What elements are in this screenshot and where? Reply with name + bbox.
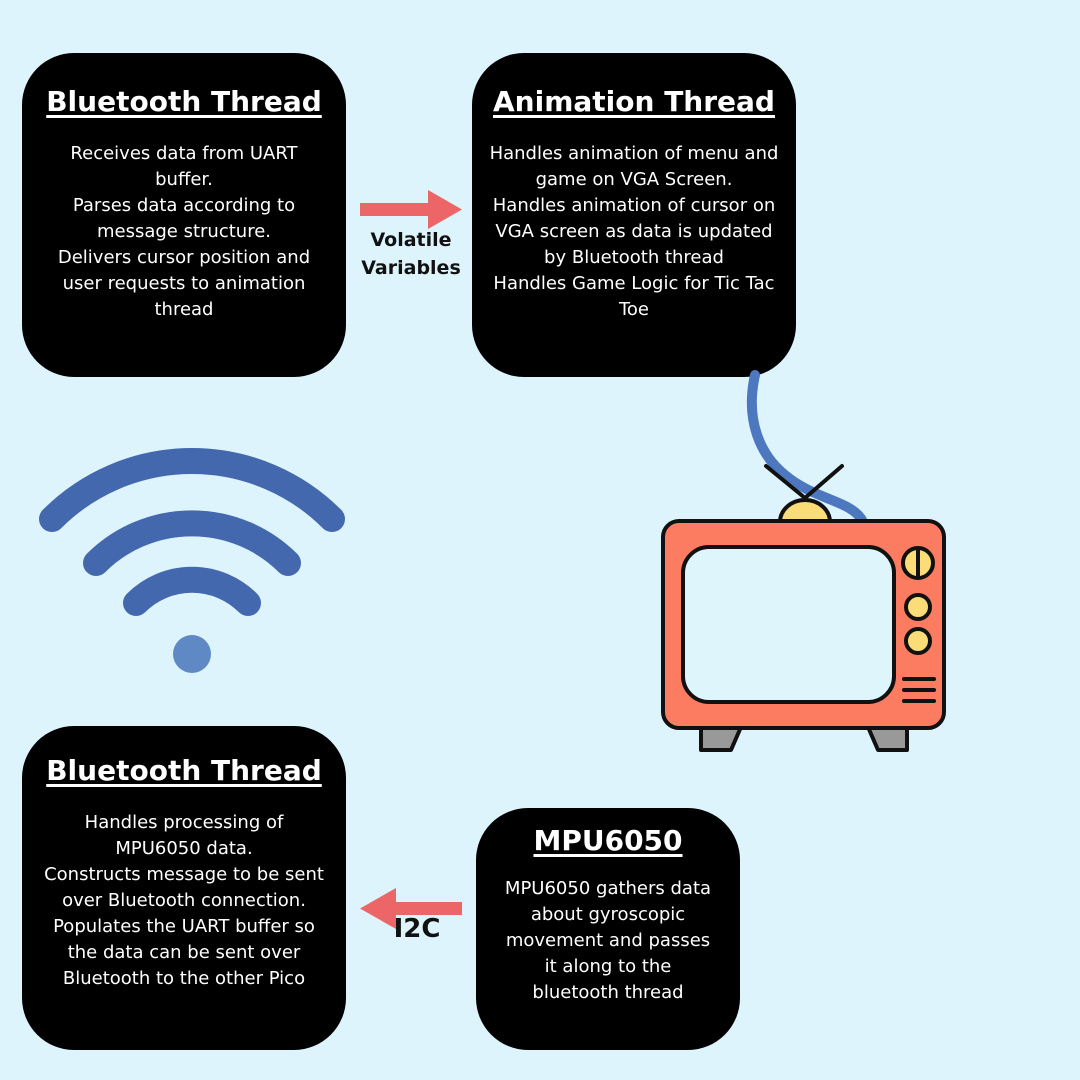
description-line: it along to the bbox=[544, 956, 672, 977]
description-line: Handles processing of bbox=[84, 812, 284, 833]
description-line: MPU6050 data. bbox=[115, 838, 253, 859]
arrow-right-icon bbox=[360, 190, 462, 229]
description-line: Handles animation of cursor on bbox=[492, 195, 776, 216]
description-line: game on VGA Screen. bbox=[535, 169, 733, 190]
card-title: MPU6050 bbox=[533, 824, 683, 857]
description-line: user requests to animation bbox=[62, 273, 306, 294]
description-line: Receives data from UART bbox=[70, 143, 298, 164]
label-line: Volatile bbox=[370, 229, 452, 251]
label-line: Variables bbox=[361, 257, 461, 279]
mpu6050-card: MPU6050 MPU6050 gathers data about gyros… bbox=[476, 808, 740, 1050]
card-description: Receives data from UART buffer. Parses d… bbox=[22, 141, 346, 323]
bluetooth-thread-card-bottom: Bluetooth Thread Handles processing of M… bbox=[22, 726, 346, 1050]
description-line: Handles animation of menu and bbox=[489, 143, 779, 164]
card-description: Handles animation of menu and game on VG… bbox=[472, 141, 796, 323]
arrow-left-icon bbox=[360, 888, 462, 929]
card-title: Bluetooth Thread bbox=[46, 85, 322, 118]
description-line: about gyroscopic bbox=[530, 904, 686, 925]
i2c-label: I2C bbox=[393, 914, 441, 944]
description-line: Parses data according to bbox=[72, 195, 296, 216]
description-line: Constructs message to be sent bbox=[44, 864, 324, 885]
description-line: Toe bbox=[618, 299, 650, 320]
wifi-icon bbox=[39, 448, 345, 673]
card-description: MPU6050 gathers data about gyroscopic mo… bbox=[476, 876, 740, 1006]
cable bbox=[746, 370, 867, 525]
card-description: Handles processing of MPU6050 data. Cons… bbox=[22, 810, 346, 992]
description-line: Handles Game Logic for Tic Tac bbox=[493, 273, 775, 294]
description-line: Delivers cursor position and bbox=[57, 247, 311, 268]
description-line: movement and passes bbox=[505, 930, 711, 951]
volatile-variables-label: Volatile Variables bbox=[356, 226, 466, 282]
description-line: the data can be sent over bbox=[67, 942, 301, 963]
description-line: VGA screen as data is updated bbox=[495, 221, 773, 242]
card-title: Animation Thread bbox=[493, 85, 775, 118]
tv-icon bbox=[661, 464, 946, 752]
description-line: Bluetooth to the other Pico bbox=[62, 968, 306, 989]
description-line: thread bbox=[154, 299, 214, 320]
bluetooth-thread-card-top: Bluetooth Thread Receives data from UART… bbox=[22, 53, 346, 377]
description-line: message structure. bbox=[96, 221, 272, 242]
description-line: MPU6050 gathers data bbox=[504, 878, 712, 899]
description-line: Populates the UART buffer so bbox=[53, 916, 315, 937]
description-line: buffer. bbox=[155, 169, 213, 190]
description-line: by Bluetooth thread bbox=[544, 247, 724, 268]
animation-thread-card: Animation Thread Handles animation of me… bbox=[472, 53, 796, 377]
card-title: Bluetooth Thread bbox=[46, 754, 322, 787]
description-line: bluetooth thread bbox=[532, 982, 684, 1003]
description-line: over Bluetooth connection. bbox=[62, 890, 306, 911]
